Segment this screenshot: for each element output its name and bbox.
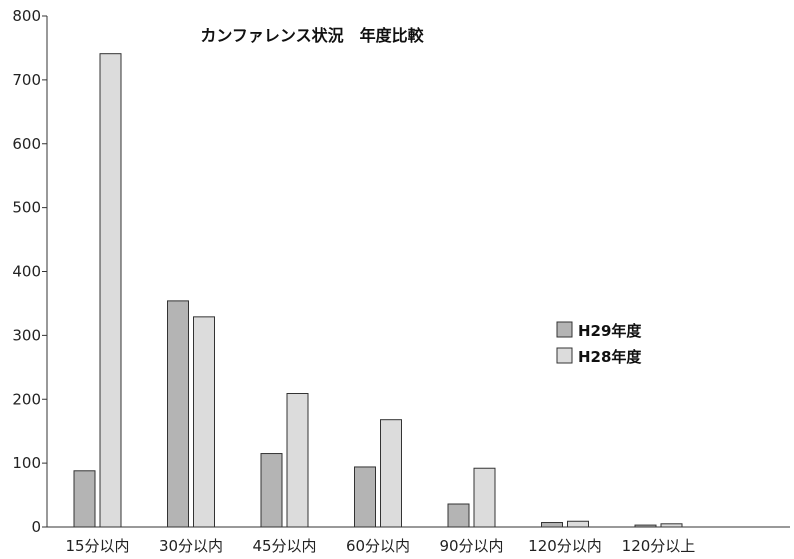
chart-title: カンファレンス状況 年度比較 [200, 26, 424, 45]
y-axis: 0 100 200 300 400 500 600 700 800 [12, 7, 48, 536]
bar-h28 [473, 467, 496, 528]
y-tick-label: 600 [12, 135, 41, 153]
bar-h29 [447, 503, 470, 528]
y-tick-label: 700 [12, 71, 41, 89]
bar-h29 [73, 470, 96, 528]
bar-h29 [260, 453, 283, 528]
y-tick-label: 100 [12, 454, 41, 472]
bar-h29 [354, 466, 376, 528]
x-tick-label: 90分以内 [439, 537, 503, 555]
x-tick-label: 45分以内 [252, 537, 316, 555]
y-tick-label: 300 [12, 326, 41, 344]
bar-h28 [193, 316, 215, 528]
legend-label: H29年度 [578, 322, 642, 340]
bar-h29 [167, 300, 189, 528]
legend-swatch [556, 321, 573, 338]
bar-h28 [99, 53, 122, 528]
x-tick-label: 60分以内 [346, 537, 410, 555]
x-tick-label: 15分以内 [65, 537, 129, 555]
y-tick-label: 400 [12, 263, 41, 281]
x-tick-label: 30分以内 [159, 537, 223, 555]
bar-h28 [286, 393, 309, 528]
bar-h28 [567, 520, 589, 528]
x-tick-label: 120分以内 [528, 537, 602, 555]
y-tick-label: 800 [12, 7, 41, 25]
bars [73, 53, 683, 528]
legend-label: H28年度 [578, 348, 642, 366]
x-tick-label: 120分以上 [622, 537, 696, 555]
bar-h28 [380, 419, 402, 528]
y-tick-label: 200 [12, 390, 41, 408]
legend-swatch [556, 347, 573, 364]
y-tick-label: 0 [31, 518, 41, 536]
bar-h28 [660, 523, 683, 528]
legend: H29年度 H28年度 [556, 321, 642, 366]
category-labels: 15分以内 30分以内 45分以内 60分以内 90分以内 120分以内 120分以上 [65, 537, 695, 555]
y-tick-label: 500 [12, 199, 41, 217]
bar-h29 [634, 524, 657, 528]
bar-h29 [541, 522, 563, 528]
